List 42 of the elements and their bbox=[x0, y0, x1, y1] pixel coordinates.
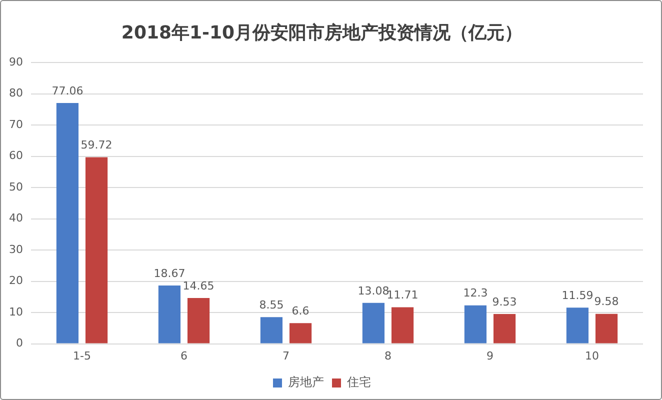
legend-label: 住宅 bbox=[346, 375, 371, 390]
y-tick-label: 90 bbox=[8, 55, 23, 68]
data-label: 9.58 bbox=[594, 295, 619, 308]
x-tick-label: 9 bbox=[486, 349, 494, 362]
bar bbox=[595, 314, 618, 344]
y-tick-label: 0 bbox=[16, 336, 23, 350]
y-tick-label: 60 bbox=[8, 149, 23, 162]
y-tick-label: 30 bbox=[8, 242, 23, 256]
x-tick-label: 8 bbox=[384, 349, 392, 362]
data-label: 13.08 bbox=[358, 284, 390, 298]
data-label: 6.6 bbox=[292, 304, 310, 318]
data-label: 9.53 bbox=[492, 295, 517, 308]
bar bbox=[56, 103, 79, 344]
bar bbox=[493, 314, 516, 344]
y-tick-label: 40 bbox=[8, 212, 23, 225]
bar bbox=[289, 323, 312, 344]
data-label: 14.65 bbox=[182, 279, 214, 292]
y-tick-label: 10 bbox=[8, 305, 23, 318]
bar bbox=[362, 302, 385, 344]
bar bbox=[566, 308, 589, 344]
y-tick-label: 50 bbox=[8, 180, 23, 194]
bar bbox=[187, 298, 210, 344]
data-label: 59.72 bbox=[80, 138, 112, 152]
bar bbox=[260, 317, 283, 344]
y-tick-label: 20 bbox=[8, 274, 23, 288]
data-label: 8.55 bbox=[259, 298, 284, 312]
x-tick-label: 10 bbox=[585, 349, 599, 362]
bar bbox=[464, 305, 487, 344]
y-tick-label: 80 bbox=[8, 86, 23, 100]
chart-title: 2018年1-10月份安阳市房地产投资情况（亿元） bbox=[121, 22, 523, 44]
legend-label: 房地产 bbox=[288, 375, 324, 390]
data-label: 77.06 bbox=[52, 84, 84, 98]
data-label: 12.3 bbox=[463, 286, 488, 300]
data-label: 11.59 bbox=[562, 288, 594, 302]
data-label: 18.67 bbox=[154, 266, 186, 280]
bar bbox=[85, 157, 108, 344]
y-tick-label: 70 bbox=[8, 118, 23, 131]
x-tick-label: 7 bbox=[282, 349, 290, 362]
bar bbox=[391, 307, 414, 344]
x-tick-label: 1-5 bbox=[73, 349, 91, 362]
x-tick-label: 6 bbox=[180, 349, 188, 362]
bar bbox=[158, 285, 181, 344]
